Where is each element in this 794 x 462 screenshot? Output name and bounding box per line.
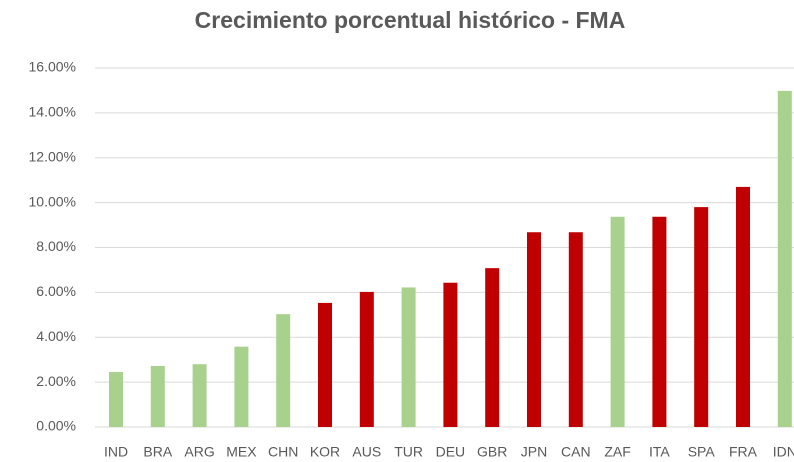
x-tick-label: CAN	[561, 444, 591, 460]
y-tick-label: 6.00%	[36, 283, 76, 299]
x-tick-label: MEX	[226, 444, 257, 460]
bar	[443, 282, 458, 427]
bar	[777, 90, 792, 427]
x-tick-label: BRA	[143, 444, 172, 460]
x-tick-label: KOR	[310, 444, 340, 460]
bar	[192, 364, 207, 427]
bar	[359, 291, 374, 427]
y-tick-label: 0.00%	[36, 418, 76, 434]
x-tick-label: DEU	[436, 444, 466, 460]
bar	[485, 268, 500, 427]
x-tick-label: FRA	[729, 444, 758, 460]
x-tick-label: SPA	[688, 444, 716, 460]
x-tick-label: ITA	[649, 444, 670, 460]
bar	[610, 216, 625, 427]
y-tick-label: 14.00%	[29, 104, 76, 120]
bar	[736, 186, 750, 427]
x-tick-label: AUS	[352, 444, 381, 460]
chart-title: Crecimiento porcentual histórico - FMA	[195, 7, 626, 33]
bar	[527, 232, 541, 427]
bar	[150, 365, 165, 427]
bar	[694, 207, 709, 427]
x-tick-label: ZAF	[604, 444, 630, 460]
bar	[318, 302, 332, 427]
x-tick-label: GBR	[477, 444, 507, 460]
x-tick-label: TUR	[394, 444, 423, 460]
y-tick-label: 10.00%	[29, 193, 76, 209]
x-tick-label: JPN	[521, 444, 547, 460]
bar	[109, 372, 123, 427]
x-tick-label: IND	[104, 444, 128, 460]
y-tick-label: 8.00%	[36, 238, 76, 254]
y-tick-label: 12.00%	[29, 148, 76, 164]
x-tick-label: ARG	[184, 444, 214, 460]
bar	[401, 287, 416, 427]
y-tick-label: 4.00%	[36, 328, 76, 344]
x-tick-label: CHN	[268, 444, 298, 460]
bar	[568, 232, 583, 427]
y-tick-label: 16.00%	[29, 59, 76, 75]
bar	[652, 216, 667, 427]
x-tick-label: IDN	[773, 444, 794, 460]
bar	[234, 346, 249, 427]
y-tick-label: 2.00%	[36, 373, 76, 389]
bar	[276, 314, 291, 427]
